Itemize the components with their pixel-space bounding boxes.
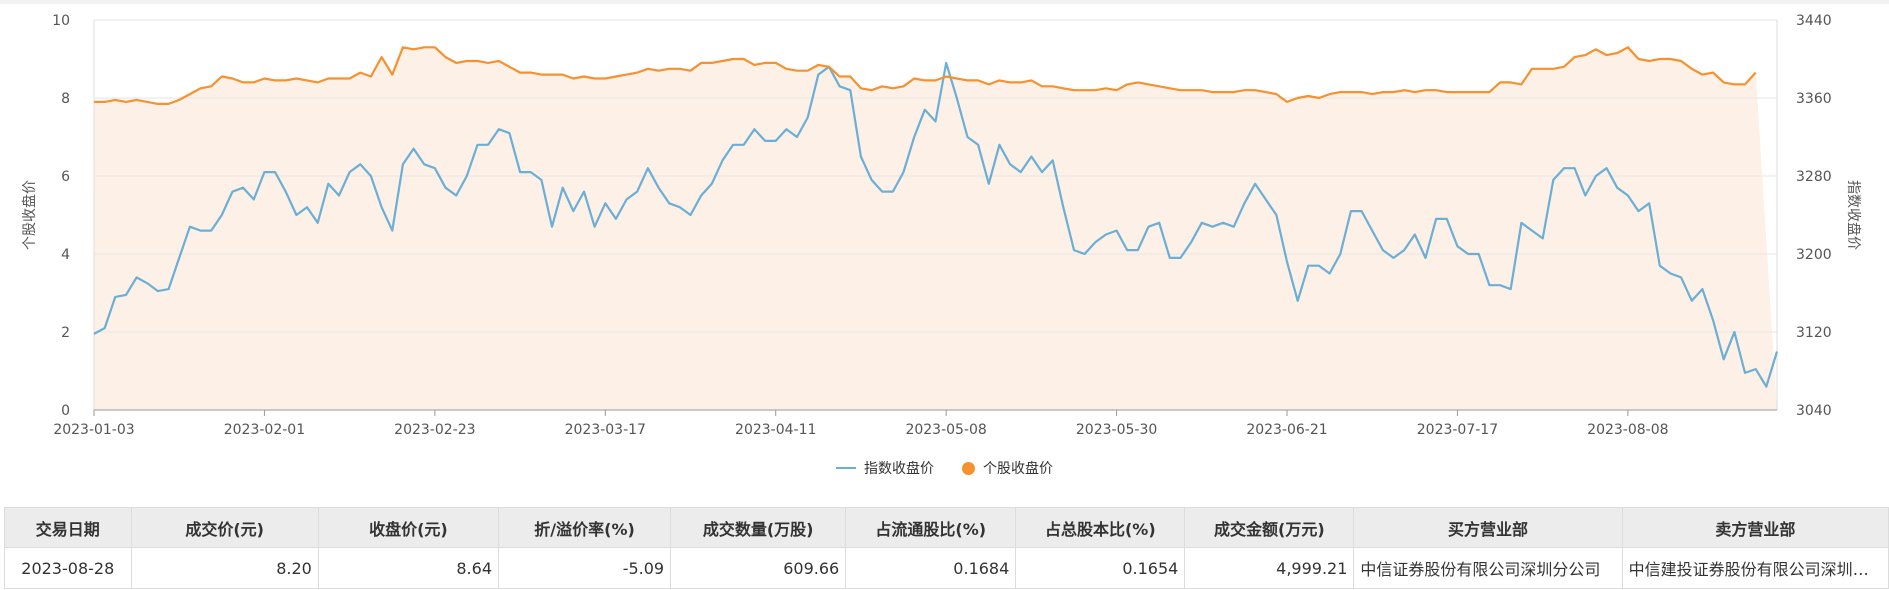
cell-float-ratio: 0.1684 [845,547,1017,589]
cell-close-price: 8.64 [317,547,500,589]
x-tick-label: 2023-02-01 [224,422,305,438]
col-header-float-ratio: 占流通股比(%) [845,507,1017,548]
y-right-tick-label: 3040 [1796,403,1832,419]
x-tick-label: 2023-05-08 [905,422,986,438]
x-tick-label: 2023-03-17 [565,422,646,438]
col-header-premium-rate: 折/溢价率(%) [497,507,672,548]
col-header-volume: 成交数量(万股) [670,507,847,548]
legend-stock-label: 个股收盘价 [983,461,1053,477]
y-right-tick-label: 3360 [1796,91,1832,107]
cell-date: 2023-08-28 [4,547,132,589]
col-header-date: 交易日期 [4,507,132,548]
y-left-tick-label: 10 [52,13,70,29]
y-right-tick-label: 3440 [1796,13,1832,29]
col-header-amount: 成交金额(万元) [1184,507,1355,548]
table-header-row: 交易日期 成交价(元) 收盘价(元) 折/溢价率(%) 成交数量(万股) 占流通… [4,507,1889,548]
stock-close-line [94,46,1757,105]
col-header-close-price: 收盘价(元) [317,507,500,548]
chart-svg: 0 2 4 6 8 10 3040 3120 3200 3280 3360 3440 2023-01-0… [21,13,1862,438]
legend-index-label: 指数收盘价 [864,461,934,477]
index-close-line [93,61,1779,388]
x-tick-label: 2023-01-03 [53,422,134,438]
cell-amount: 4,999.21 [1184,547,1355,589]
cell-seller[interactable]: 中信建投证券股份有限公司深圳分公司 [1621,547,1889,589]
x-tick-label: 2023-05-30 [1076,422,1157,438]
cell-total-ratio: 0.1654 [1015,547,1186,589]
y-left-tick-label: 4 [61,247,70,263]
col-header-seller: 卖方营业部 [1621,507,1889,548]
top-border [0,0,1889,4]
x-tick-label: 2023-07-17 [1417,422,1498,438]
table-row: 2023-08-28 8.20 8.64 -5.09 609.66 0.1684… [4,547,1889,589]
cell-deal-price: 8.20 [130,547,319,589]
chart-legend: 指数收盘价 个股收盘价 [0,458,1889,478]
col-header-total-ratio: 占总股本比(%) [1015,507,1186,548]
x-tick-label: 2023-02-23 [394,422,475,438]
stock-area-fill [94,47,1777,411]
col-header-buyer: 买方营业部 [1353,507,1623,548]
legend-stock-dot-icon [962,461,975,475]
legend-index[interactable]: 指数收盘价 [836,458,934,478]
x-tick-label: 2023-04-11 [735,422,816,438]
price-chart: 0 2 4 6 8 10 3040 3120 3200 3280 3360 3440 2023-01-0… [0,13,1889,478]
x-tick-label: 2023-08-08 [1587,422,1668,438]
y-left-tick-label: 8 [61,91,70,107]
y-right-tick-label: 3200 [1796,247,1832,263]
cell-premium-rate: -5.09 [497,547,672,589]
y-left-tick-label: 6 [61,169,70,185]
block-trade-table: 交易日期 成交价(元) 收盘价(元) 折/溢价率(%) 成交数量(万股) 占流通… [4,507,1889,589]
y-left-axis-title: 个股收盘价 [21,180,38,250]
col-header-deal-price: 成交价(元) [130,507,319,548]
x-tick-label: 2023-06-21 [1246,422,1327,438]
y-left-tick-label: 2 [61,325,70,341]
y-right-axis-title: 指数收盘价 [1845,180,1862,250]
y-left-tick-label: 0 [61,403,70,419]
cell-volume: 609.66 [670,547,847,589]
legend-index-line-icon [836,467,856,469]
cell-buyer[interactable]: 中信证券股份有限公司深圳分公司 [1353,547,1623,589]
y-right-tick-label: 3280 [1796,169,1832,185]
legend-stock[interactable]: 个股收盘价 [962,458,1053,478]
y-right-tick-label: 3120 [1796,325,1832,341]
